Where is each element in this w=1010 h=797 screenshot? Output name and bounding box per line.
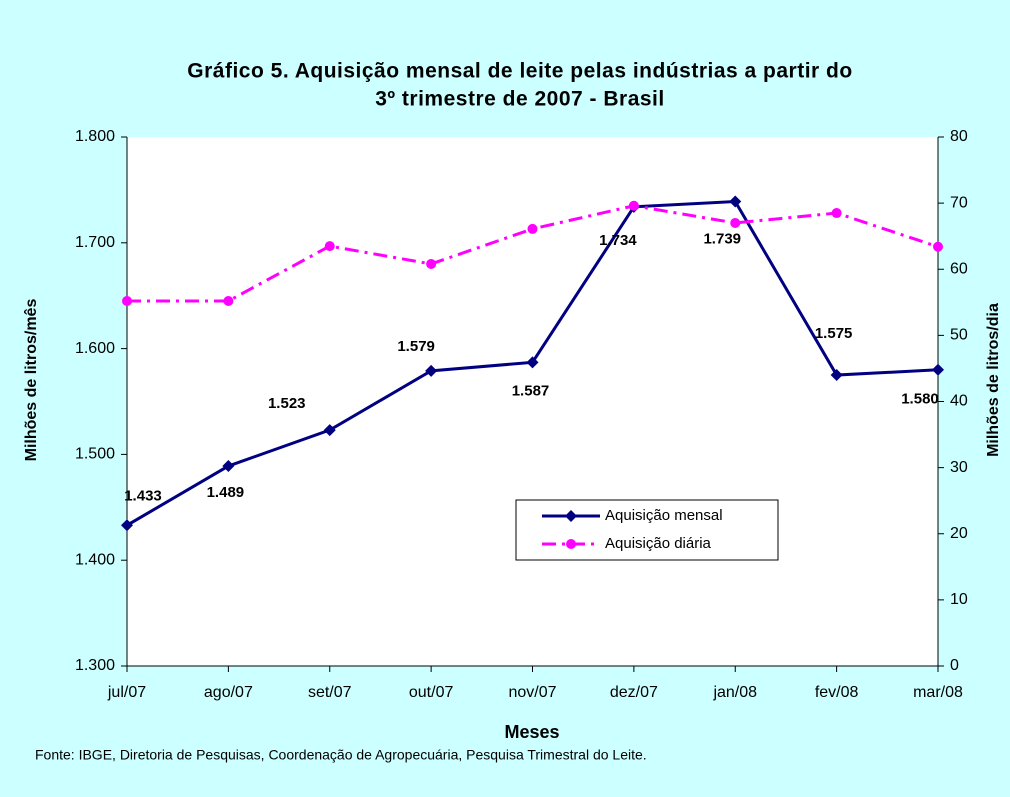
data-label: 1.739 — [703, 231, 741, 248]
y2-tick-label: 0 — [950, 657, 959, 674]
y-tick-label: 1.300 — [75, 657, 115, 674]
legend-label: Aquisição mensal — [605, 507, 723, 524]
data-label: 1.575 — [815, 325, 853, 342]
marker — [526, 356, 539, 369]
marker — [121, 519, 133, 532]
y-tick-label: 1.600 — [75, 340, 115, 357]
y2-tick-label: 60 — [950, 260, 968, 277]
x-axis-label: Meses — [504, 722, 559, 742]
marker — [729, 195, 742, 208]
plot-area — [127, 137, 938, 666]
source: Fonte: IBGE, Diretoria de Pesquisas, Coo… — [35, 747, 647, 763]
data-label: 1.587 — [512, 382, 550, 399]
marker — [830, 369, 843, 382]
y2-axis-label: Milhões de litros/dia — [985, 303, 1002, 457]
marker — [323, 424, 336, 437]
marker — [527, 223, 538, 234]
x-tick-label: jul/07 — [107, 684, 146, 701]
legend-label: Aquisição diária — [605, 535, 712, 552]
data-label: 1.580 — [901, 391, 939, 408]
marker — [933, 241, 943, 252]
marker — [426, 258, 437, 269]
x-tick-label: jan/08 — [712, 684, 757, 701]
data-label: 1.523 — [268, 395, 306, 412]
y2-tick-label: 70 — [950, 194, 968, 211]
y-tick-label: 1.400 — [75, 551, 115, 568]
marker — [223, 295, 234, 306]
y2-tick-label: 30 — [950, 459, 968, 476]
data-label: 1.489 — [207, 484, 245, 501]
y2-tick-label: 40 — [950, 393, 968, 410]
y2-tick-label: 80 — [950, 128, 968, 145]
marker — [425, 364, 438, 377]
y2-tick-label: 10 — [950, 591, 968, 608]
marker — [831, 208, 842, 219]
x-tick-label: mar/08 — [913, 684, 963, 701]
chart-title: 3º trimestre de 2007 - Brasil — [375, 88, 664, 111]
data-label: 1.734 — [599, 232, 637, 249]
legend — [515, 499, 779, 561]
marker — [730, 217, 741, 228]
y-tick-label: 1.700 — [75, 234, 115, 251]
y2-tick-label: 20 — [950, 525, 968, 542]
data-label: 1.433 — [124, 487, 162, 504]
y-tick-label: 1.800 — [75, 128, 115, 145]
x-tick-label: nov/07 — [508, 684, 556, 701]
x-tick-label: ago/07 — [204, 684, 253, 701]
y-axis-label: Milhões de litros/mês — [23, 299, 40, 462]
y2-tick-label: 50 — [950, 327, 968, 344]
marker — [932, 363, 944, 376]
x-tick-label: fev/08 — [815, 684, 859, 701]
marker — [122, 295, 132, 306]
marker — [565, 510, 577, 522]
x-tick-label: set/07 — [308, 684, 352, 701]
marker — [566, 539, 576, 549]
marker — [628, 200, 639, 211]
data-label: 1.579 — [397, 338, 435, 355]
marker — [222, 460, 235, 473]
x-tick-label: out/07 — [409, 684, 454, 701]
marker — [324, 241, 335, 252]
chart-title: Gráfico 5. Aquisição mensal de leite pel… — [187, 60, 852, 83]
y-tick-label: 1.500 — [75, 446, 115, 463]
x-tick-label: dez/07 — [610, 684, 658, 701]
